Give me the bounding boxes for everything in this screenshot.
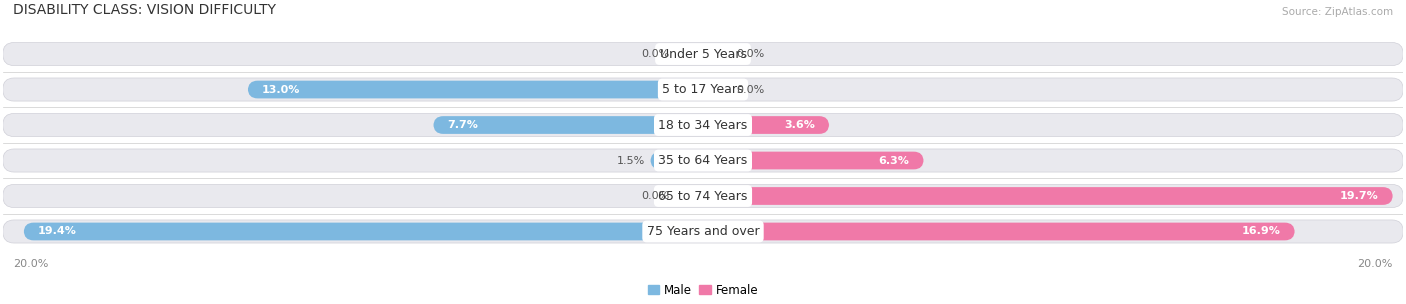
- Text: 75 Years and over: 75 Years and over: [647, 225, 759, 238]
- FancyBboxPatch shape: [3, 220, 1403, 243]
- Text: 1.5%: 1.5%: [617, 156, 645, 165]
- Text: 20.0%: 20.0%: [1357, 259, 1393, 269]
- FancyBboxPatch shape: [3, 78, 1403, 101]
- FancyBboxPatch shape: [703, 81, 731, 98]
- FancyBboxPatch shape: [675, 187, 703, 205]
- Text: 3.6%: 3.6%: [785, 120, 815, 130]
- Text: 0.0%: 0.0%: [737, 49, 765, 59]
- Text: 20.0%: 20.0%: [13, 259, 49, 269]
- FancyBboxPatch shape: [703, 187, 1393, 205]
- Text: DISABILITY CLASS: VISION DIFFICULTY: DISABILITY CLASS: VISION DIFFICULTY: [13, 3, 277, 17]
- FancyBboxPatch shape: [703, 152, 924, 169]
- Text: 0.0%: 0.0%: [737, 85, 765, 95]
- FancyBboxPatch shape: [703, 223, 1295, 240]
- Text: 5 to 17 Years: 5 to 17 Years: [662, 83, 744, 96]
- FancyBboxPatch shape: [3, 185, 1403, 208]
- Text: 6.3%: 6.3%: [879, 156, 910, 165]
- Text: 65 to 74 Years: 65 to 74 Years: [658, 189, 748, 202]
- FancyBboxPatch shape: [433, 116, 703, 134]
- Legend: Male, Female: Male, Female: [643, 279, 763, 301]
- FancyBboxPatch shape: [3, 43, 1403, 66]
- FancyBboxPatch shape: [703, 45, 731, 63]
- Text: Under 5 Years: Under 5 Years: [659, 47, 747, 60]
- Text: 13.0%: 13.0%: [262, 85, 301, 95]
- Text: Source: ZipAtlas.com: Source: ZipAtlas.com: [1282, 7, 1393, 17]
- FancyBboxPatch shape: [3, 113, 1403, 136]
- Text: 19.7%: 19.7%: [1340, 191, 1379, 201]
- Text: 16.9%: 16.9%: [1241, 226, 1281, 237]
- FancyBboxPatch shape: [24, 223, 703, 240]
- FancyBboxPatch shape: [675, 45, 703, 63]
- Text: 7.7%: 7.7%: [447, 120, 478, 130]
- Text: 19.4%: 19.4%: [38, 226, 77, 237]
- FancyBboxPatch shape: [3, 149, 1403, 172]
- FancyBboxPatch shape: [247, 81, 703, 98]
- Text: 35 to 64 Years: 35 to 64 Years: [658, 154, 748, 167]
- FancyBboxPatch shape: [651, 152, 703, 169]
- Text: 0.0%: 0.0%: [641, 191, 669, 201]
- FancyBboxPatch shape: [703, 116, 830, 134]
- Text: 18 to 34 Years: 18 to 34 Years: [658, 119, 748, 132]
- Text: 0.0%: 0.0%: [641, 49, 669, 59]
